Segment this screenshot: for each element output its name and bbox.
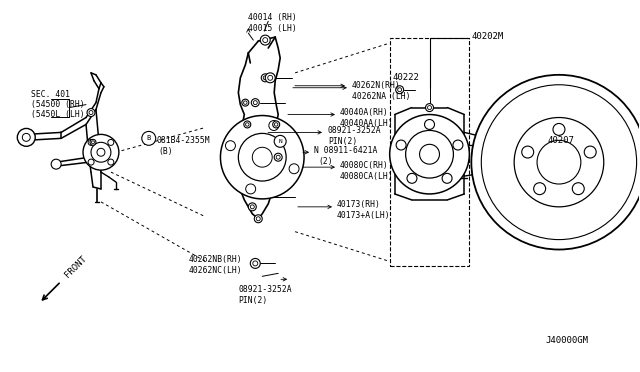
- Text: 40262N(RH): 40262N(RH): [352, 81, 401, 90]
- Text: 40080CA(LH): 40080CA(LH): [340, 171, 394, 180]
- Circle shape: [253, 261, 258, 266]
- Circle shape: [142, 131, 156, 145]
- Text: 40262NB(RH): 40262NB(RH): [189, 255, 242, 264]
- Circle shape: [252, 147, 272, 167]
- Text: 40080C(RH): 40080C(RH): [340, 161, 388, 170]
- Circle shape: [534, 183, 546, 195]
- Circle shape: [238, 134, 286, 181]
- Circle shape: [250, 259, 260, 268]
- Circle shape: [260, 35, 270, 45]
- Circle shape: [256, 217, 260, 221]
- Circle shape: [537, 140, 581, 184]
- Circle shape: [246, 123, 249, 126]
- Text: (B): (B): [159, 147, 173, 156]
- Circle shape: [584, 146, 596, 158]
- Circle shape: [426, 104, 433, 112]
- Circle shape: [514, 118, 604, 207]
- Circle shape: [88, 140, 94, 145]
- Circle shape: [481, 85, 637, 240]
- Circle shape: [424, 119, 435, 129]
- Circle shape: [289, 164, 299, 174]
- Text: 081B4-2355M: 081B4-2355M: [157, 136, 211, 145]
- Circle shape: [90, 140, 96, 145]
- Circle shape: [396, 86, 404, 94]
- Text: SEC. 401: SEC. 401: [31, 90, 70, 99]
- Circle shape: [553, 124, 565, 135]
- Text: (5450L (LH): (5450L (LH): [31, 110, 85, 119]
- Circle shape: [420, 144, 440, 164]
- Text: (54500 (RH): (54500 (RH): [31, 100, 85, 109]
- Circle shape: [390, 115, 469, 194]
- Circle shape: [51, 159, 61, 169]
- Circle shape: [269, 121, 279, 131]
- Text: 08921-3252A: 08921-3252A: [328, 126, 381, 135]
- Text: PIN(2): PIN(2): [238, 296, 268, 305]
- Circle shape: [263, 76, 268, 80]
- Bar: [390, 38, 469, 266]
- Circle shape: [275, 123, 278, 126]
- Text: 40015 (LH): 40015 (LH): [248, 24, 297, 33]
- Circle shape: [397, 88, 402, 92]
- Circle shape: [442, 173, 452, 183]
- Circle shape: [274, 153, 282, 161]
- Text: 08921-3252A: 08921-3252A: [238, 285, 292, 294]
- Circle shape: [428, 106, 431, 110]
- Circle shape: [263, 38, 268, 42]
- Circle shape: [108, 159, 114, 165]
- Circle shape: [252, 99, 259, 107]
- Circle shape: [244, 101, 247, 105]
- Text: 40173+A(LH): 40173+A(LH): [337, 211, 390, 220]
- Circle shape: [242, 99, 249, 106]
- Circle shape: [265, 73, 275, 83]
- Text: FRONT: FRONT: [63, 254, 88, 279]
- Circle shape: [522, 146, 534, 158]
- Circle shape: [92, 141, 95, 144]
- Circle shape: [88, 159, 94, 165]
- Text: 40207: 40207: [547, 136, 574, 145]
- Circle shape: [91, 142, 111, 162]
- Circle shape: [396, 140, 406, 150]
- Circle shape: [225, 141, 236, 151]
- Circle shape: [83, 134, 119, 170]
- Text: 40222: 40222: [393, 73, 420, 82]
- Circle shape: [220, 116, 304, 199]
- Text: PIN(2): PIN(2): [328, 137, 357, 146]
- Text: 40173(RH): 40173(RH): [337, 201, 381, 209]
- Circle shape: [248, 203, 256, 211]
- Text: 40202M: 40202M: [471, 32, 504, 41]
- Circle shape: [572, 183, 584, 195]
- Text: N 08911-6421A: N 08911-6421A: [314, 146, 378, 155]
- Circle shape: [471, 75, 640, 250]
- Text: 40014 (RH): 40014 (RH): [248, 13, 297, 22]
- Text: 40207: 40207: [547, 136, 574, 145]
- Text: (2): (2): [318, 157, 333, 166]
- Circle shape: [273, 121, 280, 128]
- Circle shape: [250, 205, 254, 209]
- Circle shape: [274, 135, 286, 147]
- Circle shape: [22, 134, 30, 141]
- Text: 40262NA (LH): 40262NA (LH): [352, 92, 410, 101]
- Text: N: N: [278, 139, 282, 144]
- Circle shape: [17, 128, 35, 146]
- Text: J40000GM: J40000GM: [545, 336, 588, 345]
- Circle shape: [97, 148, 105, 156]
- Circle shape: [253, 101, 257, 105]
- Text: 40262NC(LH): 40262NC(LH): [189, 266, 242, 275]
- Text: 40040AA(LH): 40040AA(LH): [340, 119, 394, 128]
- Circle shape: [246, 184, 255, 194]
- Circle shape: [407, 173, 417, 183]
- Text: B: B: [147, 135, 151, 141]
- Circle shape: [244, 121, 251, 128]
- Circle shape: [268, 76, 273, 80]
- Circle shape: [254, 215, 262, 223]
- Circle shape: [87, 109, 95, 116]
- Circle shape: [406, 131, 453, 178]
- Circle shape: [89, 110, 93, 115]
- Text: 40040A(RH): 40040A(RH): [340, 108, 388, 117]
- Circle shape: [108, 140, 114, 145]
- Circle shape: [261, 74, 269, 82]
- Circle shape: [453, 140, 463, 150]
- Circle shape: [276, 155, 280, 159]
